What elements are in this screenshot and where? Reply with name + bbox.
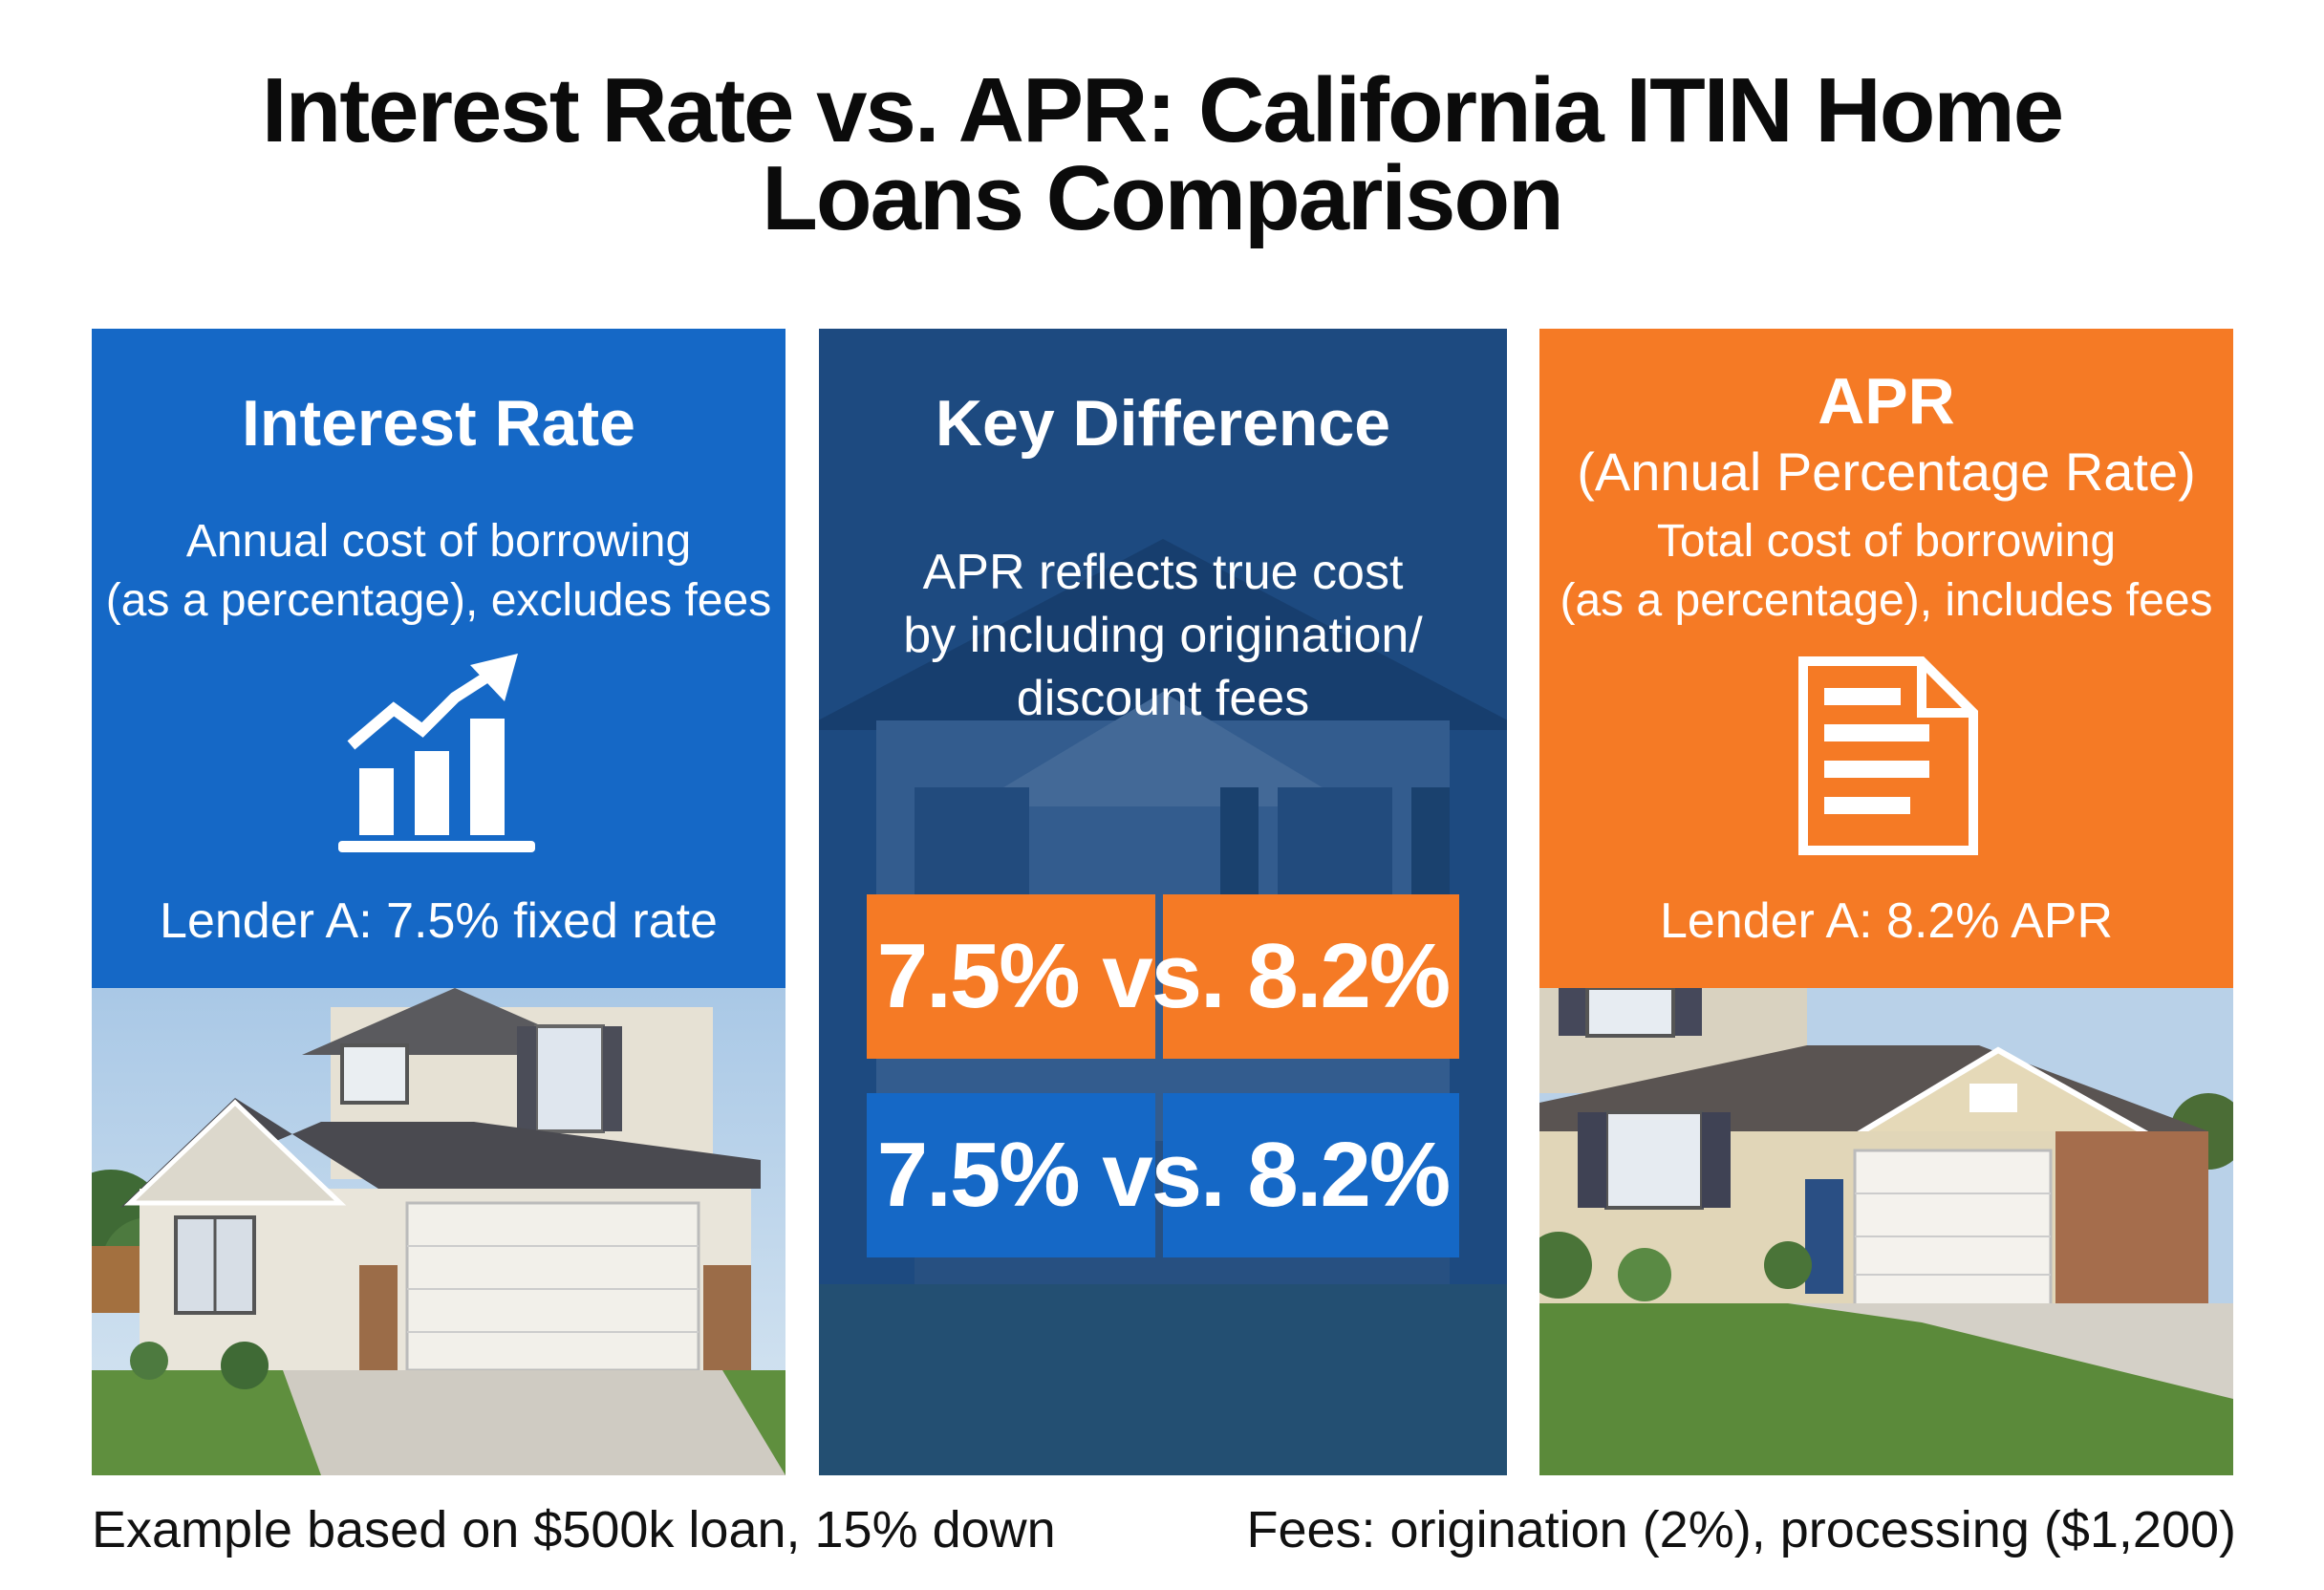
- comparison-blue-text: 7.5% vs. 8.2%: [876, 1124, 1451, 1226]
- apr-description-line-1: Total cost of borrowing: [1656, 516, 2117, 567]
- key-difference-panel: Key Difference APR reflects true cost by…: [819, 329, 1507, 1475]
- apr-heading-line-1: APR: [1818, 365, 1955, 438]
- apr-heading-line-2: (Annual Percentage Rate): [1577, 441, 2196, 502]
- comparison-orange-right-block: [1163, 894, 1459, 1059]
- key-difference-heading: Key Difference: [935, 387, 1391, 460]
- comparison-blue-left-block: [867, 1093, 1155, 1257]
- interest-rate-description-line-2: (as a percentage), excludes fees: [105, 575, 772, 626]
- interest-rate-description: Annual cost of borrowing (as a percentag…: [92, 512, 785, 631]
- page-title: Interest Rate vs. APR: California ITIN H…: [0, 59, 2324, 249]
- bar-chart-trend-up-icon: [338, 654, 539, 854]
- footer-fees: Fees: origination (2%), processing ($1,2…: [1246, 1501, 2236, 1558]
- comparison-row-blue: 7.5% vs. 8.2%: [867, 1093, 1459, 1257]
- title-line-1: Interest Rate vs. APR: California ITIN H…: [261, 59, 2064, 161]
- comparison-row-orange: 7.5% vs. 8.2%: [867, 894, 1459, 1059]
- apr-description: Total cost of borrowing (as a percentage…: [1539, 512, 2233, 631]
- interest-rate-description-line-1: Annual cost of borrowing: [185, 516, 692, 567]
- title-line-2: Loans Comparison: [762, 147, 1563, 249]
- comparison-orange-left-block: [867, 894, 1155, 1059]
- interest-rate-heading: Interest Rate: [242, 387, 635, 460]
- comparison-orange-text: 7.5% vs. 8.2%: [876, 925, 1451, 1027]
- apr-panel: APR (Annual Percentage Rate) Total cost …: [1539, 329, 2233, 1475]
- comparison-blue-right-block: [1163, 1093, 1459, 1257]
- document-icon: [1797, 655, 1979, 856]
- house-photo-right: [1539, 988, 2233, 1475]
- house-photo-left: [92, 988, 785, 1475]
- footer-loan-example: Example based on $500k loan, 15% down: [92, 1501, 1056, 1558]
- apr-heading: APR (Annual Percentage Rate): [1539, 365, 2233, 506]
- key-difference-description-line-2: by including origination/: [903, 608, 1423, 663]
- interest-rate-header: [92, 329, 785, 988]
- key-difference-description-line-3: discount fees: [1016, 671, 1310, 726]
- interest-rate-lender-example: Lender A: 7.5% fixed rate: [160, 893, 718, 949]
- interest-rate-panel: Interest Rate Annual cost of borrowing (…: [92, 329, 785, 1475]
- key-difference-description: APR reflects true cost by including orig…: [819, 541, 1507, 730]
- apr-description-line-2: (as a percentage), includes fees: [1560, 575, 2213, 626]
- apr-lender-example: Lender A: 8.2% APR: [1659, 893, 2114, 949]
- key-difference-description-line-1: APR reflects true cost: [922, 545, 1404, 600]
